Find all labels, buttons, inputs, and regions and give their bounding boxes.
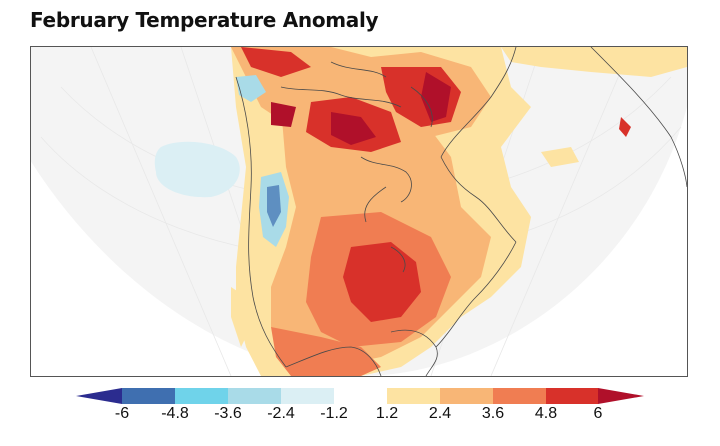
colorbar-tick-label: 2.4 — [428, 405, 452, 422]
colorbar-low-extend — [76, 388, 122, 404]
map-canvas — [31, 47, 687, 376]
colorbar-bin-7 — [440, 388, 493, 404]
colorbar-tick-label: -6 — [114, 405, 130, 422]
colorbar-tick-label: 4.8 — [534, 405, 558, 422]
colorbar-tick-label: -3.6 — [214, 405, 242, 422]
colorbar — [0, 384, 720, 444]
coastlines — [235, 47, 687, 376]
colorbar-bin-5 — [334, 388, 387, 404]
colorbar-svg — [76, 388, 644, 404]
land-anomaly-field — [154, 47, 687, 376]
colorbar-bin-8 — [493, 388, 546, 404]
colorbar-tick-label: -1.2 — [320, 405, 348, 422]
colorbar-tick-label: 6 — [593, 405, 603, 422]
colorbar-tick-label: 3.6 — [481, 405, 505, 422]
colorbar-bin-9 — [546, 388, 598, 404]
colorbar-tick-label: -2.4 — [267, 405, 295, 422]
colorbar-bin-4 — [281, 388, 334, 404]
colorbar-high-extend — [598, 388, 644, 404]
temperature-anomaly-map — [30, 46, 688, 377]
map-title: February Temperature Anomaly — [30, 8, 379, 32]
colorbar-bin-3 — [228, 388, 281, 404]
colorbar-bin-1 — [122, 388, 175, 404]
colorbar-tick-label: -4.8 — [161, 405, 189, 422]
colorbar-bin-6 — [387, 388, 440, 404]
colorbar-tick-label: 1.2 — [375, 405, 399, 422]
colorbar-bin-2 — [175, 388, 228, 404]
